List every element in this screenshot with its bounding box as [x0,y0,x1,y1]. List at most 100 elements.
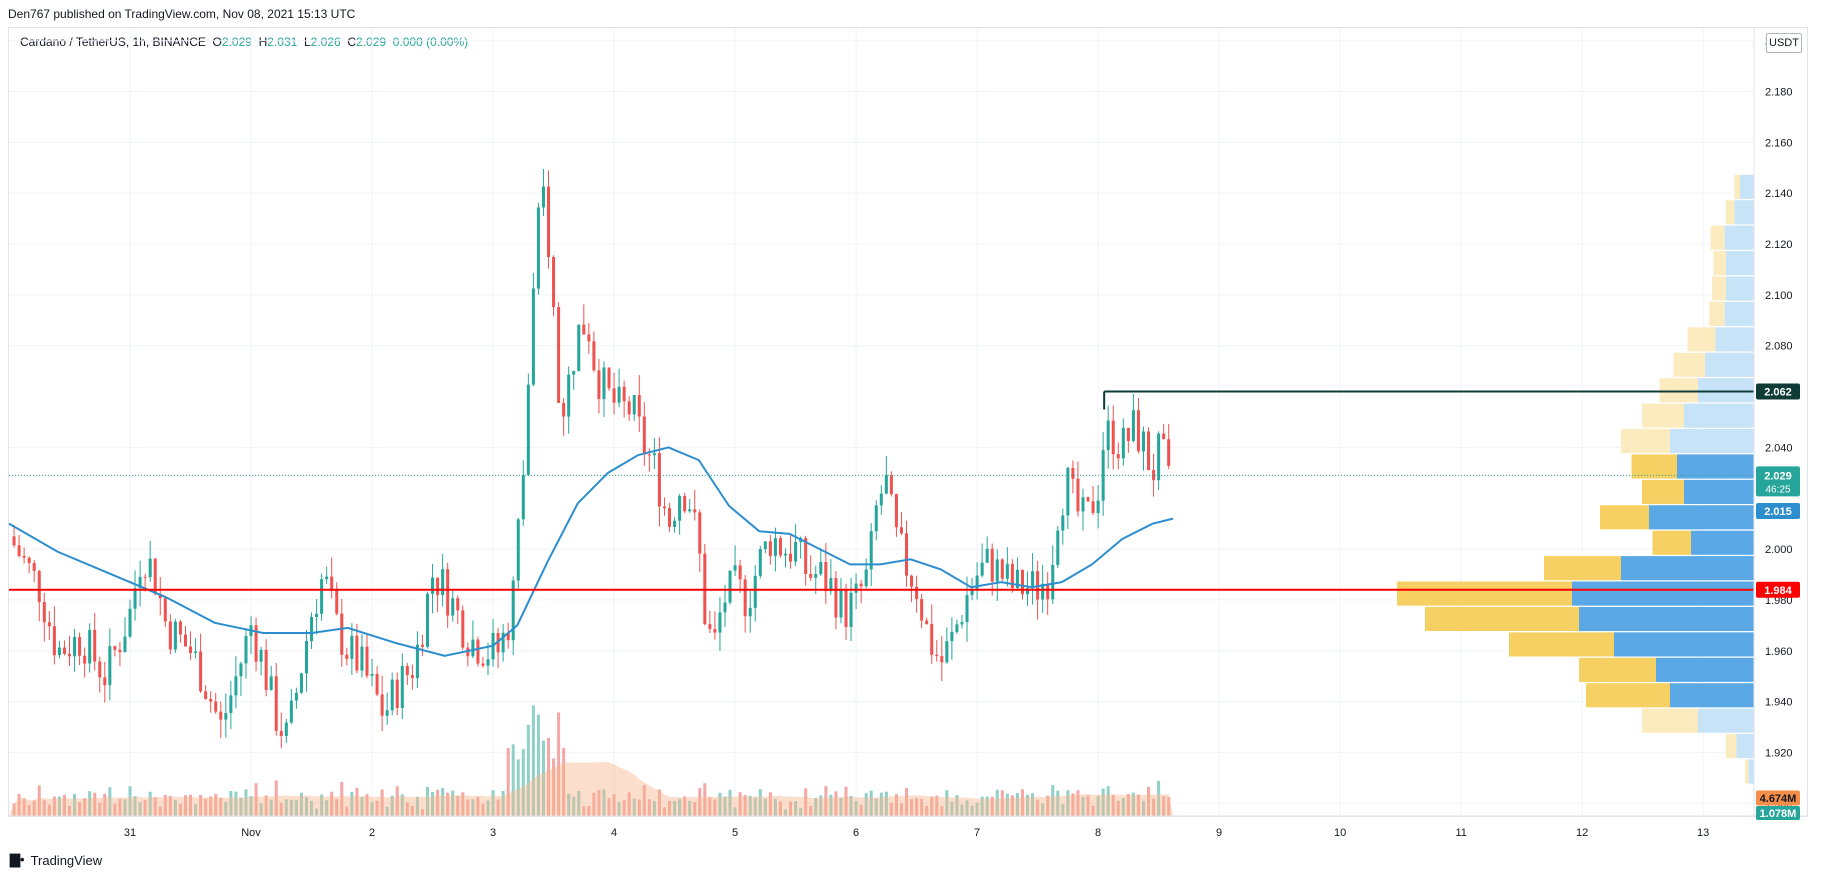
candle-body [315,613,319,617]
volume-bar [990,796,994,816]
candle-body [158,593,162,599]
candle-body [884,474,888,494]
volume-bar [123,799,127,816]
candle-body [652,453,656,456]
volume-bar [183,795,187,816]
volume-bar [935,795,939,816]
candle-body [950,631,954,642]
volume-bar [279,802,283,816]
volume-bar [209,796,213,816]
volume-bar [728,789,732,816]
candle-body [1020,569,1024,595]
volume-bar [602,789,606,816]
volume-bar [809,806,813,816]
countdown-label: 46:25 [1765,484,1790,495]
volume-bar [153,797,157,816]
vp-down-bar [1698,708,1754,733]
volume-bar [657,789,661,816]
volume-bar [839,797,843,816]
volume-bar [778,801,782,816]
candle-body [57,647,61,656]
volume-bar [763,798,767,816]
candle-body [894,494,898,528]
volume-bar [1000,790,1004,816]
volume-bar [1071,793,1075,816]
candle-body [1081,497,1085,512]
last-price-label-bg [1756,466,1800,497]
volume-bar [970,805,974,816]
candle-body [27,557,31,564]
volume-bar [310,801,314,816]
candle-body [1136,410,1140,452]
volume-bar [889,802,893,816]
candle-body [910,575,914,587]
candle-body [577,324,581,371]
volume-bar [1101,788,1105,816]
volume-bar [980,796,984,816]
volume-bar [345,806,349,816]
candle-body [783,553,788,556]
vp-up-bar [1726,734,1737,759]
volume-bar [103,793,107,816]
volume-ma-area [9,761,1174,816]
candle-body [819,562,823,575]
candle-body [365,646,369,676]
volume-bar [178,803,182,816]
candle-body [904,533,909,576]
volume-bar [496,799,500,816]
candle-body [320,579,324,614]
candle-body [163,598,167,622]
volume-bar [531,705,535,816]
candle-body [52,626,56,656]
candle-body [582,324,586,335]
volume-bar [234,791,238,816]
candle-body [385,710,389,716]
volume-bar [1136,794,1140,816]
volume-bar [794,800,798,816]
candle-body [244,636,248,664]
candle-body [632,395,636,415]
volume-bar [481,803,485,816]
volume-bar [506,748,510,816]
candle-body [143,576,147,578]
volume-bar [748,795,752,816]
volume-bar [642,785,646,816]
vp-up-bar [1621,428,1670,454]
candle-body [536,207,540,289]
currency-button[interactable]: USDT [1766,33,1802,53]
candle-body [239,663,243,677]
price-tick-label: 2.080 [1765,341,1793,353]
volume-bar [1046,795,1050,816]
candle-body [778,538,782,556]
candle-body [567,374,571,417]
volume-bar [768,792,772,816]
time-tick-label: 4 [611,827,617,839]
candle-body [461,610,465,648]
candle-body [990,548,994,582]
candle-body [572,370,576,375]
candle-body [299,673,303,693]
candle-body [234,676,238,696]
volume-bar [829,794,833,816]
volume-profile [1397,174,1754,784]
volume-bar [587,805,591,816]
candle-body [562,402,566,417]
vp-up-bar [1673,352,1705,377]
candle-body [279,730,283,736]
candle-body [1147,431,1151,471]
candle-body [304,641,309,674]
candle-body [642,416,646,455]
volume-bar [1116,800,1120,816]
candle-body [209,699,213,702]
vp-down-bar [1649,505,1754,530]
candle-body [688,509,692,512]
volume-bar [163,794,167,816]
tradingview-logo[interactable]: ▇• TradingView [10,852,102,868]
candle-body [915,586,919,600]
time-tick-label: 12 [1576,827,1588,839]
volume-bar [405,802,409,816]
volume-bar [789,801,793,816]
candle-body [335,590,339,614]
volume-label: 4.674M [1760,793,1797,805]
